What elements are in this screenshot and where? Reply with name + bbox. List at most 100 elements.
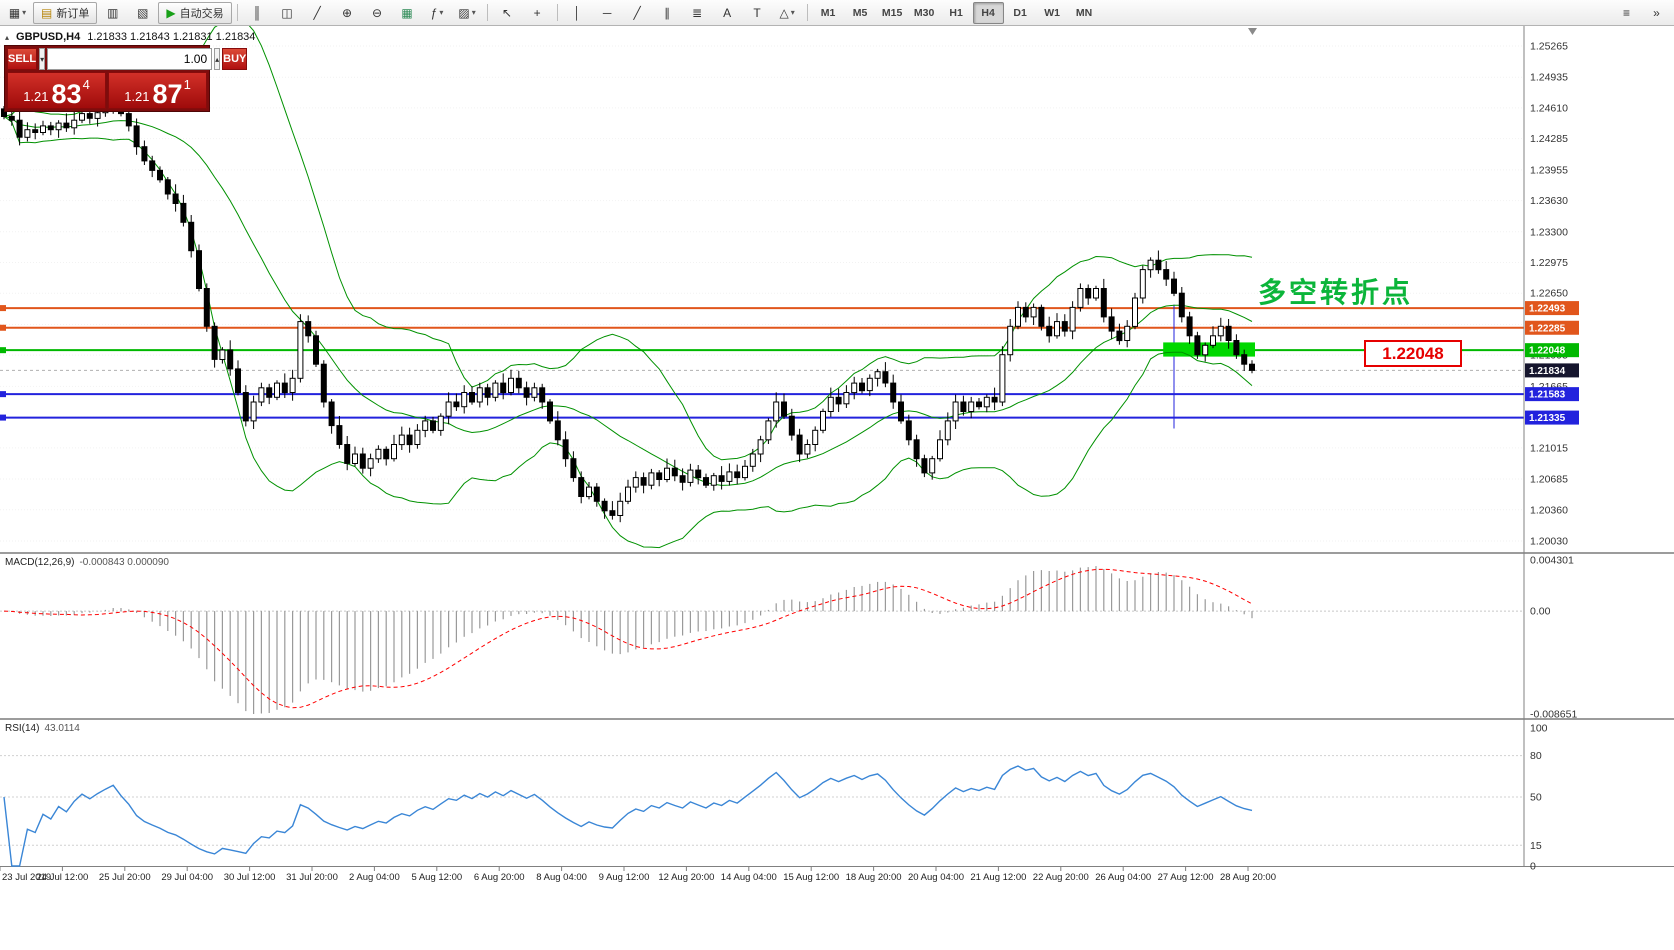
toolbar-separator <box>486 4 488 21</box>
candlestick-chart-button[interactable]: ◫ <box>273 2 302 24</box>
auto-trading-icon: ▶ <box>166 5 176 20</box>
auto-trading-label: 自动交易 <box>179 7 224 20</box>
panel-dividers[interactable] <box>0 552 1674 867</box>
vertical-line-icon: │ <box>573 5 581 20</box>
toolbar-customize-icon: ≡ <box>1622 5 1630 20</box>
timeframe-mn-button[interactable]: MN <box>1075 6 1093 19</box>
macd-histogram <box>11 566 1253 714</box>
price-level-annotation[interactable]: 1.22048 <box>1364 340 1462 367</box>
macd-indicator-label: MACD(12,26,9) -0.000843 0.000090 <box>5 557 169 568</box>
svg-text:20 Aug 04:00: 20 Aug 04:00 <box>908 872 964 883</box>
toolbar-overflow-button[interactable]: » <box>1642 2 1671 24</box>
volume-input[interactable] <box>47 48 213 70</box>
price-scale[interactable]: 1.25265 1.24935 1.24610 1.24285 1.23955 1.236… <box>1523 26 1579 866</box>
rsi-panel <box>0 755 1524 867</box>
one-click-collapse-icon[interactable]: ▴ <box>5 33 10 42</box>
arrows-dropdown-arrow: ▾ <box>790 8 795 17</box>
horizontal-line-objects[interactable] <box>0 305 1524 421</box>
timeframe-h1-button[interactable]: H1 <box>949 6 963 19</box>
bar-chart-button[interactable]: ║ <box>243 2 272 24</box>
fibonacci-button[interactable]: ≣ <box>683 2 712 24</box>
svg-text:23 Jul 2019: 23 Jul 2019 <box>2 872 51 883</box>
buy-price-pips: 87 <box>152 79 183 110</box>
svg-text:21 Aug 12:00: 21 Aug 12:00 <box>970 872 1026 883</box>
templates-button[interactable]: ▨ ▾ <box>453 2 482 24</box>
crosshair-icon: + <box>533 5 541 20</box>
tile-windows-button[interactable]: ▦ <box>393 2 422 24</box>
templates-icon: ▨ <box>458 5 470 20</box>
svg-text:1.20030: 1.20030 <box>1530 535 1568 547</box>
svg-text:1.21015: 1.21015 <box>1530 442 1568 454</box>
svg-text:80: 80 <box>1530 750 1542 762</box>
candles-layer[interactable] <box>1 91 1255 523</box>
rsi-scale[interactable]: 100 80 50 15 0 <box>1530 723 1548 873</box>
auto-trading-button[interactable]: ▶ 自动交易 <box>158 1 232 24</box>
svg-text:50: 50 <box>1530 792 1542 804</box>
svg-text:15 Aug 12:00: 15 Aug 12:00 <box>783 872 839 883</box>
zoom-out-button[interactable]: ⊖ <box>363 2 392 24</box>
timeframe-m15-button[interactable]: M15 <box>881 6 903 19</box>
volume-increase-button[interactable]: ▴ <box>214 48 221 70</box>
chart-title: ▴ GBPUSD,H4 1.21833 1.21843 1.21831 1.21… <box>5 31 255 43</box>
sell-button[interactable]: SELL <box>7 48 38 70</box>
sell-price-point: 4 <box>82 77 90 92</box>
macd-panel <box>0 566 1524 714</box>
volume-decrease-button[interactable]: ▾ <box>39 48 46 70</box>
crosshair-button[interactable]: + <box>523 2 552 24</box>
sell-price-button[interactable]: 1.21 83 4 <box>7 72 106 109</box>
one-click-trading-panel: SELL ▾ ▴ BUY 1.21 83 4 1.21 87 1 <box>4 45 248 112</box>
horizontal-line-icon: ─ <box>602 5 612 20</box>
chart-symbol-period: GBPUSD,H4 <box>16 31 81 43</box>
horizontal-line-button[interactable]: ─ <box>593 2 622 24</box>
highlight-zone[interactable] <box>1163 342 1255 357</box>
zoom-in-icon: ⊕ <box>342 5 353 20</box>
macd-scale[interactable]: 0.004301 0.00 -0.008651 <box>1530 555 1577 721</box>
text-button[interactable]: A <box>713 2 742 24</box>
timeframe-w1-button[interactable]: W1 <box>1044 6 1060 19</box>
cursor-button[interactable]: ↖ <box>493 2 522 24</box>
toolbar-separator <box>556 4 558 21</box>
charts-profile-button[interactable]: ▥ <box>98 2 127 24</box>
turning-point-annotation[interactable]: 多空转折点 <box>1258 277 1414 308</box>
zoom-in-button[interactable]: ⊕ <box>333 2 362 24</box>
new-chart-button[interactable]: ▦ ▾ <box>3 2 32 24</box>
svg-text:1.20685: 1.20685 <box>1530 474 1568 486</box>
indicators-button[interactable]: ƒ ▾ <box>423 2 452 24</box>
svg-text:12 Aug 20:00: 12 Aug 20:00 <box>658 872 714 883</box>
bollinger-bands <box>3 26 1253 549</box>
svg-text:14 Aug 04:00: 14 Aug 04:00 <box>721 872 777 883</box>
equidistant-channel-button[interactable]: ∥ <box>653 2 682 24</box>
data-window-button[interactable]: ▧ <box>128 2 157 24</box>
trendline-button[interactable]: ╱ <box>623 2 652 24</box>
text-icon: A <box>723 5 732 20</box>
macd-values: -0.000843 0.000090 <box>79 557 169 568</box>
buy-price-button[interactable]: 1.21 87 1 <box>108 72 207 109</box>
text-label-button[interactable]: T <box>743 2 772 24</box>
timeframe-d1-button[interactable]: D1 <box>1013 6 1027 19</box>
arrows-button[interactable]: △ ▾ <box>773 2 802 24</box>
new-chart-icon: ▦ <box>8 5 21 20</box>
new-order-button[interactable]: ▤ 新订单 <box>33 1 98 24</box>
toolbar-customize-button[interactable]: ≡ <box>1612 2 1641 24</box>
timeframe-m1-button[interactable]: M1 <box>820 6 836 19</box>
bar-chart-icon: ║ <box>252 5 262 20</box>
buy-button[interactable]: BUY <box>222 48 248 70</box>
svg-text:2 Aug 04:00: 2 Aug 04:00 <box>349 872 400 883</box>
timeframe-m5-button[interactable]: M5 <box>852 6 868 19</box>
vertical-line-button[interactable]: │ <box>563 2 592 24</box>
toolbar-separator <box>236 4 238 21</box>
line-chart-button[interactable]: ╱ <box>303 2 332 24</box>
timeframe-h4-button[interactable]: H4 <box>972 1 1004 24</box>
timeframe-m30-button[interactable]: M30 <box>913 6 935 19</box>
chart-ohlc-values: 1.21833 1.21843 1.21831 1.21834 <box>87 31 256 43</box>
svg-text:-0.008651: -0.008651 <box>1530 709 1577 721</box>
svg-text:1.21335: 1.21335 <box>1529 413 1566 424</box>
svg-text:27 Aug 12:00: 27 Aug 12:00 <box>1158 872 1214 883</box>
buy-price-point: 1 <box>183 77 191 92</box>
data-window-icon: ▧ <box>137 5 149 20</box>
templates-dropdown-arrow: ▾ <box>471 8 476 17</box>
svg-text:30 Jul 12:00: 30 Jul 12:00 <box>224 872 276 883</box>
new-chart-dropdown-arrow: ▾ <box>22 8 27 17</box>
